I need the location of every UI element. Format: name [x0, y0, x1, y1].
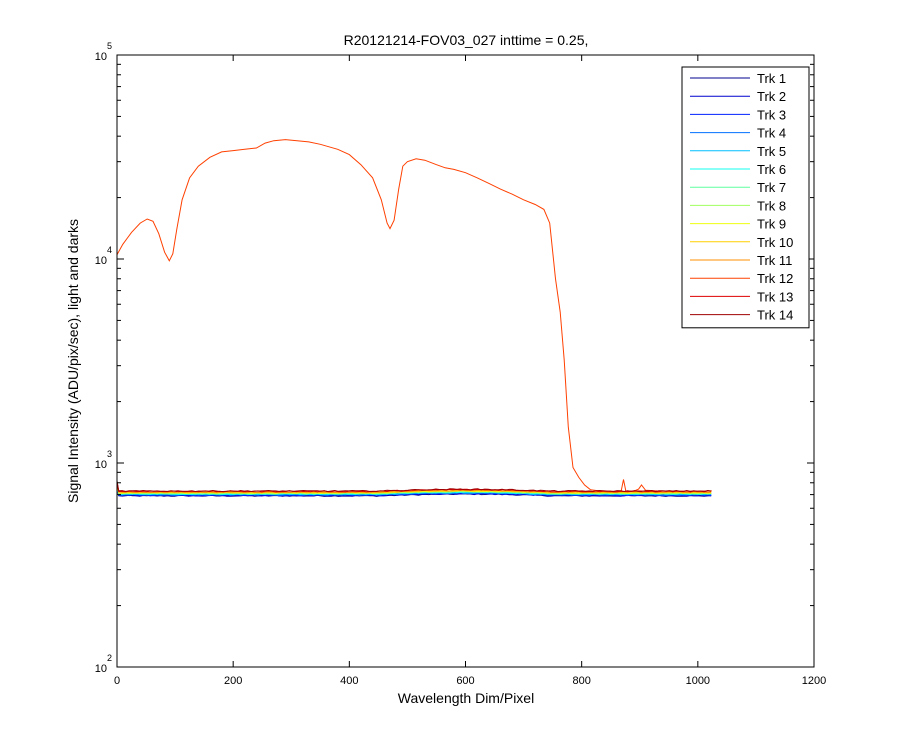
y-tick-label: 10 — [95, 51, 107, 63]
legend-label: Trk 11 — [757, 253, 792, 268]
legend-label: Trk 12 — [757, 271, 793, 286]
x-tick-label: 1200 — [802, 675, 826, 687]
legend-label: Trk 1 — [757, 71, 786, 86]
series-line — [116, 482, 712, 494]
legend-label: Trk 5 — [757, 144, 786, 159]
y-axis-label: Signal Intensity (ADU/pix/sec), light an… — [65, 219, 81, 503]
legend-label: Trk 14 — [757, 308, 793, 323]
legend-box — [681, 66, 810, 329]
x-tick-label: 1000 — [686, 675, 710, 687]
x-tick-label: 200 — [224, 675, 242, 687]
y-tick-exponent: 5 — [107, 41, 112, 51]
legend-label: Trk 6 — [757, 162, 786, 177]
x-tick-label: 600 — [456, 675, 474, 687]
x-axis-label: Wavelength Dim/Pixel — [398, 690, 534, 706]
y-tick-label: 10 — [95, 663, 107, 675]
y-tick-label: 10 — [95, 459, 107, 471]
x-tick-label: 800 — [572, 675, 590, 687]
legend: Trk 1 Trk 2 Trk 3 Trk 4 Trk 5 Trk 6 Trk 7 Trk 8… — [681, 66, 810, 329]
x-axis: 0 200 400 600 800 1000 1200 — [114, 55, 826, 687]
y-tick-exponent: 3 — [107, 449, 112, 459]
y-tick-exponent: 4 — [107, 245, 112, 255]
legend-label: Trk 8 — [757, 198, 786, 213]
legend-label: Trk 9 — [757, 217, 786, 232]
legend-label: Trk 4 — [757, 126, 786, 141]
series-line — [116, 480, 712, 493]
legend-label: Trk 3 — [757, 107, 786, 122]
y-tick-exponent: 2 — [107, 653, 112, 663]
x-tick-label: 400 — [340, 675, 358, 687]
legend-label: Trk 7 — [757, 180, 786, 195]
legend-label: Trk 2 — [757, 89, 786, 104]
x-tick-label: 0 — [114, 675, 120, 687]
legend-label: Trk 10 — [757, 235, 793, 250]
legend-label: Trk 13 — [757, 289, 793, 304]
y-tick-label: 10 — [95, 255, 107, 267]
chart-title: R20121214-FOV03_027 inttime = 0.25, — [344, 32, 589, 48]
series-layer — [116, 139, 712, 497]
